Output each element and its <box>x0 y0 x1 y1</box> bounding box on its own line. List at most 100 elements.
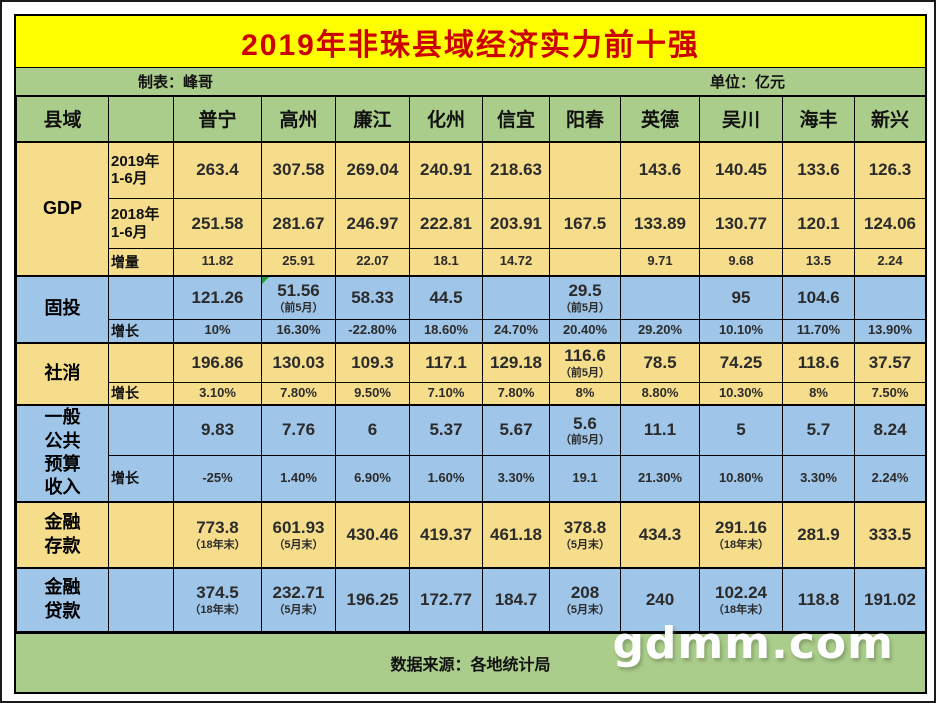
cell-note: （5月末） <box>559 603 611 616</box>
row-group-label: 金融 存款 <box>16 500 109 568</box>
row-sub-label: 2018年 1-6月 <box>108 198 174 249</box>
table-cell: 232.71 （5月末） <box>261 566 336 632</box>
table-cell: 281.9 <box>782 500 855 568</box>
table-cell: 6 <box>335 403 410 456</box>
table-cell: 109.3 <box>335 341 410 383</box>
table-cell: 5.6 （前5月） <box>549 403 621 456</box>
table-cell: 196.86 <box>173 341 262 383</box>
row-group-label: 固投 <box>16 274 109 343</box>
data-source: 数据来源：各地统计局 <box>16 632 925 692</box>
table-cell: 21.30% <box>620 455 700 502</box>
table-row: 增长 10% 16.30% -22.80% 18.60% 24.70% 20.40% 29.2… <box>17 319 926 343</box>
table-row: 增量 11.82 25.91 22.07 18.1 14.72 9.71 9.68 13.5 2.… <box>17 248 926 276</box>
table-cell: -22.80% <box>335 319 410 343</box>
cell-note: （前5月） <box>559 301 611 314</box>
cell-note: （前5月） <box>559 434 611 447</box>
table-cell: 143.6 <box>620 140 700 199</box>
table-cell: 16.30% <box>261 319 336 343</box>
table-cell: 10.80% <box>699 455 783 502</box>
row-sub-label: 增量 <box>108 248 174 276</box>
cell-value: 51.56 <box>277 281 320 301</box>
table-cell <box>854 274 926 320</box>
cell-value: 291.16 <box>715 518 767 538</box>
cell-value: 378.8 <box>563 518 607 538</box>
table-cell: 5.37 <box>409 403 483 456</box>
table-cell: 208 （5月末） <box>549 566 621 632</box>
cell-note: （18年末） <box>189 538 246 551</box>
table-cell: 116.6 （前5月） <box>549 341 621 383</box>
table-cell: 7.80% <box>482 382 550 405</box>
cell-flag-triangle-icon <box>262 276 269 284</box>
table-cell: 8% <box>549 382 621 405</box>
table-cell: 118.6 <box>782 341 855 383</box>
meta-bar: 制表：峰哥 单位：亿元 <box>16 68 925 96</box>
table-cell: 6.90% <box>335 455 410 502</box>
table-cell: 19.1 <box>549 455 621 502</box>
table-cell: 196.25 <box>335 566 410 632</box>
table-row: 金融 存款 773.8 （18年末） 601.93 （5月末） 430.46 419.37 4… <box>16 500 926 568</box>
cell-value: 29.5 <box>568 281 602 301</box>
table-cell: 601.93 （5月末） <box>261 500 336 568</box>
table-body: GDP 2019年 1-6月 263.4 307.58 269.04 240.91 218.… <box>16 140 926 632</box>
table-cell: 281.67 <box>261 198 336 249</box>
table-cell: 10.10% <box>699 319 783 343</box>
table-cell: 251.58 <box>173 198 262 249</box>
table-cell: 419.37 <box>409 500 483 568</box>
table-row: 一般 公共 预算 收入 9.83 7.76 6 5.37 5.67 5.6 （前5月） 11.1… <box>16 403 926 502</box>
row-group-label: 一般 公共 预算 收入 <box>16 403 109 502</box>
table-cell: 22.07 <box>335 248 410 276</box>
column-header: 阳春 <box>549 96 621 142</box>
table-cell: 191.02 <box>854 566 926 632</box>
table-cell: 2.24 <box>854 248 926 276</box>
table-cell: 291.16 （18年末） <box>699 500 783 568</box>
table-cell: 222.81 <box>409 198 483 249</box>
table-cell: 461.18 <box>482 500 550 568</box>
table-cell: 10% <box>173 319 262 343</box>
table-cell <box>482 274 550 320</box>
table-head: 县域 普宁 高州 廉江 化州 信宜 阳春 英德 吴川 海丰 新兴 <box>16 96 926 142</box>
watermark: gdmm.com <box>612 618 894 669</box>
table-cell: 130.03 <box>261 341 336 383</box>
column-header: 新兴 <box>854 96 926 142</box>
table-cell: 378.8 （5月末） <box>549 500 621 568</box>
table-cell: 434.3 <box>620 500 700 568</box>
row-sub-label <box>108 500 174 568</box>
table-cell: 333.5 <box>854 500 926 568</box>
cell-note: （18年末） <box>712 603 770 616</box>
table-cell: 374.5 （18年末） <box>173 566 262 632</box>
table-cell: 269.04 <box>335 140 410 199</box>
table-cell: 102.24 （18年末） <box>699 566 783 632</box>
table-cell: 5 <box>699 403 783 456</box>
table-cell: 9.71 <box>620 248 700 276</box>
row-sub-label: 增长 <box>108 455 174 502</box>
column-header: 吴川 <box>699 96 783 142</box>
table-cell: 240.91 <box>409 140 483 199</box>
table-cell: 29.20% <box>620 319 700 343</box>
table-cell: 430.46 <box>335 500 410 568</box>
column-header: 县域 <box>16 96 109 142</box>
table-cell: 51.56 （前5月） <box>261 274 336 320</box>
cell-value: 374.5 <box>196 583 239 603</box>
table-cell: 240 <box>620 566 700 632</box>
table-cell: 11.1 <box>620 403 700 456</box>
table-cell: 13.5 <box>782 248 855 276</box>
cell-note: （前5月） <box>559 366 611 379</box>
row-sub-label: 2019年 1-6月 <box>108 140 174 199</box>
table-cell: 11.70% <box>782 319 855 343</box>
table-cell: 74.25 <box>699 341 783 383</box>
table-cell: 37.57 <box>854 341 926 383</box>
table-cell: 218.63 <box>482 140 550 199</box>
table-cell: 25.91 <box>261 248 336 276</box>
table-cell: 203.91 <box>482 198 550 249</box>
table-cell: 172.77 <box>409 566 483 632</box>
table-row: GDP 2019年 1-6月 263.4 307.58 269.04 240.91 218.… <box>16 140 926 276</box>
cell-value: 5.6 <box>573 413 597 433</box>
table-cell: 7.76 <box>261 403 336 456</box>
unit-label: 单位：亿元 <box>709 74 785 91</box>
cell-note: （5月末） <box>559 538 611 551</box>
row-sub-label: 增长 <box>108 382 174 405</box>
table-cell: 104.6 <box>782 274 855 320</box>
table-cell: 184.7 <box>482 566 550 632</box>
table-cell: 117.1 <box>409 341 483 383</box>
